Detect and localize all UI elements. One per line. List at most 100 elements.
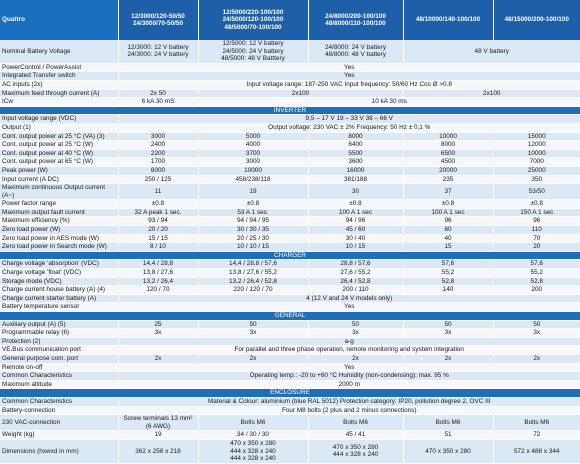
spec-value: 8000 [402,140,493,150]
spec-value: 2x [492,354,580,364]
spec-value: 96 [402,216,493,227]
spec-label: Integrated Transfer switch [0,71,118,81]
model-header: 48/15000/200-100/100 [492,0,580,40]
spec-value: Bolts M6 [402,414,493,432]
spec-row: Remote on-off Yes [0,363,580,373]
spec-value: 12/5000: 12 V battery 24/5000: 24 V batt… [197,40,308,64]
spec-row: Power factor range ±0.8 ±0.8 ±0.8 ±0.8 ±0.8 [0,199,580,209]
spec-value: 2400 [117,140,198,150]
spec-value: 52,8 [492,277,580,287]
spec-value: 96 [492,216,580,227]
spec-value: Yes [117,63,580,73]
spec-value: 381/188 [307,175,403,185]
spec-value: Operating temp.: -20 to +60 °C Humidity … [117,371,580,381]
spec-label: Input voltage range (VDC) [0,114,118,124]
spec-label: Power factor range [0,199,118,209]
spec-label: Storage mode (VDC) [0,277,118,287]
spec-row: Maximum continuous Output current (A~) 11… [0,183,580,201]
spec-value: 2x [197,354,308,364]
spec-value: 10 kA 30 ms [197,97,580,107]
spec-label: Remote on-off [0,363,118,373]
spec-row: 230 VAC-connection Screw terminals 13 mm²… [0,414,580,432]
spec-value: 20 [492,242,580,252]
spec-value: 19 [197,183,308,201]
spec-value: 16000 [307,166,403,176]
spec-label: Cont. output power at 25 °C (VA) (3) [0,132,118,142]
spec-row: Zero load power in Search mode (W) 8 / 10… [0,242,580,252]
spec-row: Output (1) Output voltage: 230 VAC ± 2% F… [0,123,580,133]
spec-row: Input current (A DC) 250 / 125 458/238/118… [0,175,580,185]
spec-value: 32 A peak 1 sec. [117,208,198,218]
spec-value: 40 [402,234,493,244]
spec-value: 51 [402,430,493,440]
spec-label: Zero load power in Search mode (W) [0,242,118,252]
spec-value: 10000 [197,166,308,176]
spec-value: 100 A 1 sec [307,208,403,218]
spec-value: 50 [492,320,580,330]
spec-value: 8000 [307,132,403,142]
spec-row: Common Characteristics Material & Colour:… [0,397,580,407]
spec-value: For parallel and three phase operation, … [117,345,580,355]
spec-label: Maximum altitude [0,380,118,390]
spec-value: 6500 [402,149,493,159]
spec-value: 140 [402,285,493,295]
spec-value: 470 x 350 x 280 444 x 328 x 240 [307,439,403,464]
spec-value: ±0.8 [117,199,198,209]
spec-label: PowerControl / PowerAssist [0,63,118,73]
spec-value: Yes [117,363,580,373]
section-title: ENCLOSURE [0,388,580,398]
spec-value: Bolts M6 [492,414,580,432]
spec-value: 6000 [117,166,198,176]
spec-value: 5500 [307,149,403,159]
spec-value: 3x [307,328,403,338]
spec-label: Auxiliary output (A) (5) [0,320,118,330]
spec-value: 200 / 110 [307,285,403,295]
spec-row: Programmable relay (6) 3x 3x 3x 3x 3x [0,328,580,338]
spec-label: Charge voltage 'float' (VDC) [0,268,118,278]
spec-value: 3x [117,328,198,338]
spec-value: 57,6 [402,259,493,270]
spec-value: 20000 [402,166,493,176]
spec-value: 10000 [492,149,580,159]
model-header: 12/3000/120-50/50 24/3000/70-50/50 [117,0,198,40]
spec-row: Storage mode (VDC) 13,2 / 26,4 13,2 / 26,4… [0,277,580,287]
spec-value: 470 x 350 x 280 444 x 328 x 240 444 x 32… [197,439,308,464]
spec-value: 3600 [307,157,403,167]
spec-value: 3x [492,328,580,338]
spec-value: 34 / 30 / 30 [197,430,308,440]
spec-value: 350 [492,175,580,185]
spec-value: 28,8 / 57,6 [307,259,403,270]
spec-label: Cont. output power at 40 °C (W) [0,149,118,159]
spec-value: 50 [402,320,493,330]
spec-value: 53 A 1 sec. [197,208,308,218]
spec-label: Zero load power (W) [0,225,118,235]
spec-row: VE.Bus communication port For parallel an… [0,345,580,355]
spec-label: 230 VAC-connection [0,414,118,432]
spec-label: Battery temperature sensor [0,302,118,312]
spec-value: 220 / 120 / 70 [197,285,308,295]
spec-value: 2000 m [117,380,580,390]
header-row: Quattro 12/3000/120-50/50 24/3000/70-50/5… [0,0,580,40]
spec-value: 3x [402,328,493,338]
section-title: INVERTER [0,106,580,116]
spec-value: 25000 [492,166,580,176]
spec-row: AC inputs (2x) Input voltage range: 187-2… [0,80,580,90]
spec-value: 10 / 15 [307,242,403,252]
spec-value: 2x100 [197,89,403,99]
spec-value: 52,8 [402,277,493,287]
spec-value: 2x [307,354,403,364]
spec-value: 20 / 20 [117,225,198,235]
spec-value: 48 V battery [402,40,580,64]
spec-value: 30 [307,183,403,201]
spec-value: 13,8 / 27,6 / 55,2 [197,268,308,278]
spec-label: Charge voltage 'absorption' (VDC) [0,259,118,270]
model-header: 12/5000/220-100/100 24/5000/120-100/100 … [197,0,308,40]
spec-value: 458/238/118 [197,175,308,185]
spec-value: Bolts M6 [197,414,308,432]
spec-value: 1700 [117,157,198,167]
spec-value: 8 / 10 [117,242,198,252]
spec-label: Protection (2) [0,337,118,347]
spec-label: Charge current house battery (A) (4) [0,285,118,295]
